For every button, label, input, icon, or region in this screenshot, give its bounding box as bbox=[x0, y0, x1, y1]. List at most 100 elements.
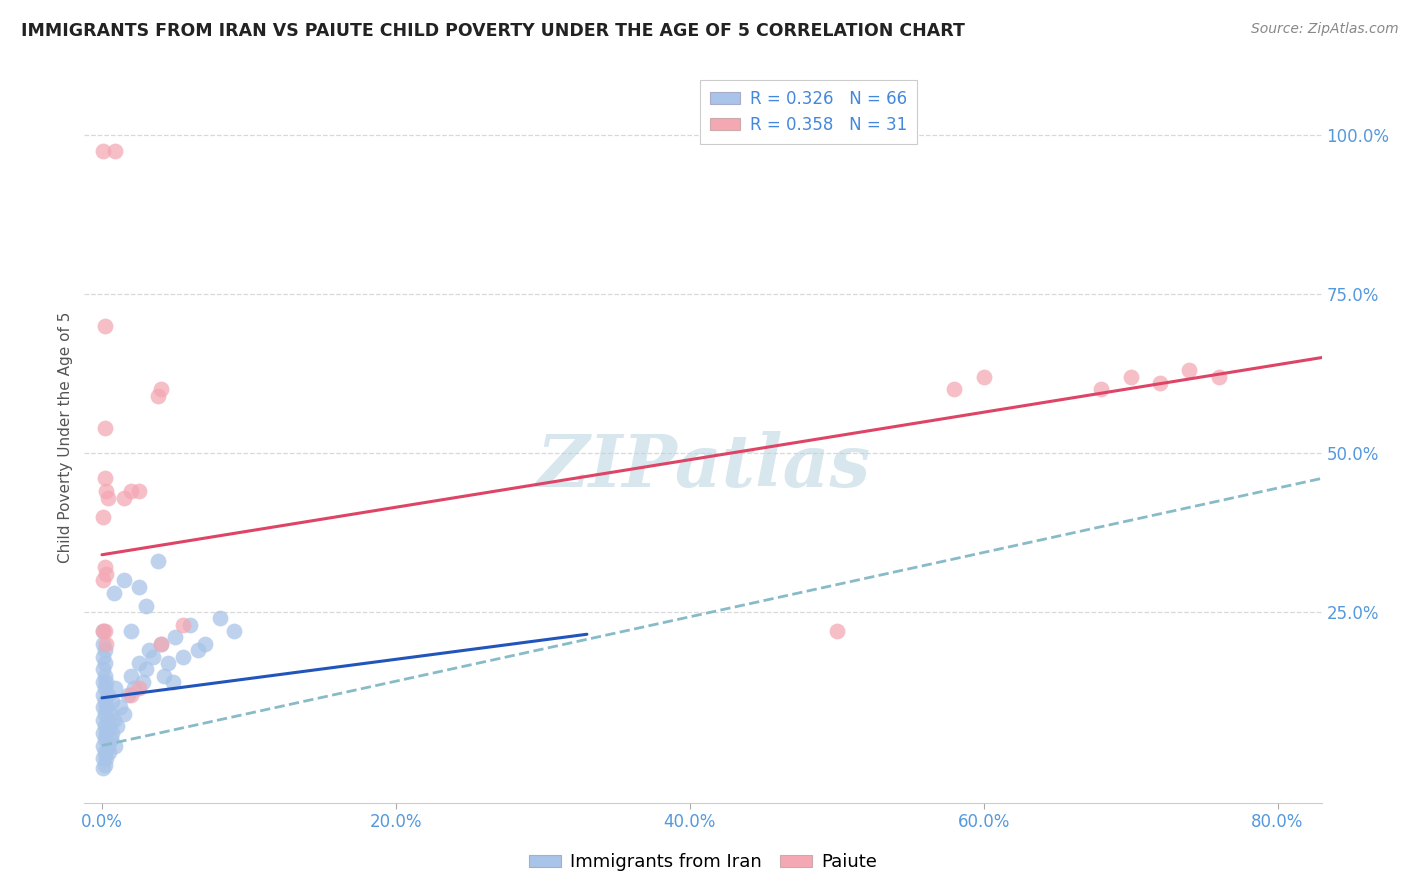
Point bbox=[132, 675, 155, 690]
Point bbox=[105, 719, 128, 733]
Point bbox=[96, 726, 118, 740]
Point bbox=[120, 484, 142, 499]
Point bbox=[135, 662, 157, 676]
Point bbox=[94, 656, 117, 670]
Point bbox=[149, 637, 172, 651]
Point bbox=[973, 369, 995, 384]
Point bbox=[93, 751, 115, 765]
Text: Source: ZipAtlas.com: Source: ZipAtlas.com bbox=[1251, 22, 1399, 37]
Point bbox=[94, 624, 117, 638]
Point bbox=[94, 719, 117, 733]
Point bbox=[94, 560, 117, 574]
Text: IMMIGRANTS FROM IRAN VS PAIUTE CHILD POVERTY UNDER THE AGE OF 5 CORRELATION CHAR: IMMIGRANTS FROM IRAN VS PAIUTE CHILD POV… bbox=[21, 22, 965, 40]
Point bbox=[104, 681, 127, 696]
Point bbox=[108, 700, 131, 714]
Point bbox=[93, 144, 115, 158]
Point bbox=[94, 471, 117, 485]
Y-axis label: Child Poverty Under the Age of 5: Child Poverty Under the Age of 5 bbox=[58, 311, 73, 563]
Point bbox=[128, 484, 150, 499]
Point bbox=[94, 694, 117, 708]
Point bbox=[93, 573, 115, 587]
Point bbox=[94, 745, 117, 759]
Point bbox=[93, 649, 115, 664]
Point bbox=[128, 681, 150, 696]
Point bbox=[98, 719, 121, 733]
Point bbox=[1149, 376, 1171, 390]
Point bbox=[93, 726, 115, 740]
Point bbox=[101, 726, 124, 740]
Point bbox=[93, 637, 115, 651]
Point bbox=[94, 318, 117, 333]
Point bbox=[97, 713, 120, 727]
Point bbox=[96, 751, 118, 765]
Point bbox=[208, 611, 231, 625]
Point bbox=[93, 509, 115, 524]
Point bbox=[117, 688, 139, 702]
Point bbox=[186, 643, 208, 657]
Point bbox=[128, 656, 150, 670]
Point bbox=[157, 656, 180, 670]
Point bbox=[112, 706, 135, 721]
Point bbox=[94, 643, 117, 657]
Point bbox=[128, 580, 150, 594]
Point bbox=[104, 739, 127, 753]
Legend: Immigrants from Iran, Paiute: Immigrants from Iran, Paiute bbox=[522, 847, 884, 879]
Point bbox=[97, 688, 120, 702]
Point bbox=[104, 144, 127, 158]
Point bbox=[194, 637, 217, 651]
Point bbox=[146, 554, 169, 568]
Point bbox=[93, 624, 115, 638]
Point bbox=[103, 586, 125, 600]
Point bbox=[943, 383, 966, 397]
Point bbox=[94, 668, 117, 682]
Point bbox=[179, 617, 201, 632]
Point bbox=[103, 713, 125, 727]
Point bbox=[93, 713, 115, 727]
Point bbox=[93, 688, 115, 702]
Point bbox=[172, 617, 194, 632]
Point bbox=[1090, 383, 1112, 397]
Point bbox=[172, 649, 194, 664]
Point bbox=[96, 700, 118, 714]
Point bbox=[165, 631, 187, 645]
Point bbox=[124, 681, 146, 696]
Point bbox=[97, 739, 120, 753]
Point bbox=[149, 637, 172, 651]
Point bbox=[120, 624, 142, 638]
Point bbox=[120, 688, 142, 702]
Point bbox=[100, 732, 122, 747]
Point bbox=[100, 706, 122, 721]
Point bbox=[93, 662, 115, 676]
Point bbox=[120, 668, 142, 682]
Point bbox=[96, 566, 118, 581]
Point bbox=[94, 732, 117, 747]
Point bbox=[93, 624, 115, 638]
Point bbox=[101, 694, 124, 708]
Point bbox=[96, 637, 118, 651]
Point bbox=[1178, 363, 1201, 377]
Point bbox=[94, 706, 117, 721]
Point bbox=[112, 573, 135, 587]
Point bbox=[146, 389, 169, 403]
Point bbox=[94, 757, 117, 772]
Point bbox=[162, 675, 184, 690]
Point bbox=[142, 649, 165, 664]
Point bbox=[152, 668, 174, 682]
Point bbox=[1119, 369, 1142, 384]
Point bbox=[825, 624, 848, 638]
Point bbox=[96, 484, 118, 499]
Point bbox=[224, 624, 246, 638]
Legend: R = 0.326   N = 66, R = 0.358   N = 31: R = 0.326 N = 66, R = 0.358 N = 31 bbox=[700, 79, 917, 144]
Point bbox=[149, 383, 172, 397]
Point bbox=[135, 599, 157, 613]
Point bbox=[97, 491, 120, 505]
Point bbox=[94, 420, 117, 434]
Text: ZIPatlas: ZIPatlas bbox=[536, 431, 870, 502]
Point bbox=[93, 761, 115, 775]
Point bbox=[93, 675, 115, 690]
Point bbox=[1208, 369, 1230, 384]
Point bbox=[98, 745, 121, 759]
Point bbox=[96, 675, 118, 690]
Point bbox=[93, 739, 115, 753]
Point bbox=[93, 700, 115, 714]
